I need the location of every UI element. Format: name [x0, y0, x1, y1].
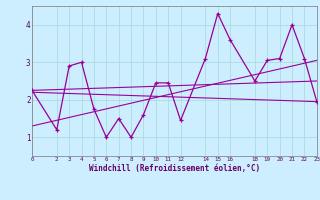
X-axis label: Windchill (Refroidissement éolien,°C): Windchill (Refroidissement éolien,°C) [89, 164, 260, 173]
